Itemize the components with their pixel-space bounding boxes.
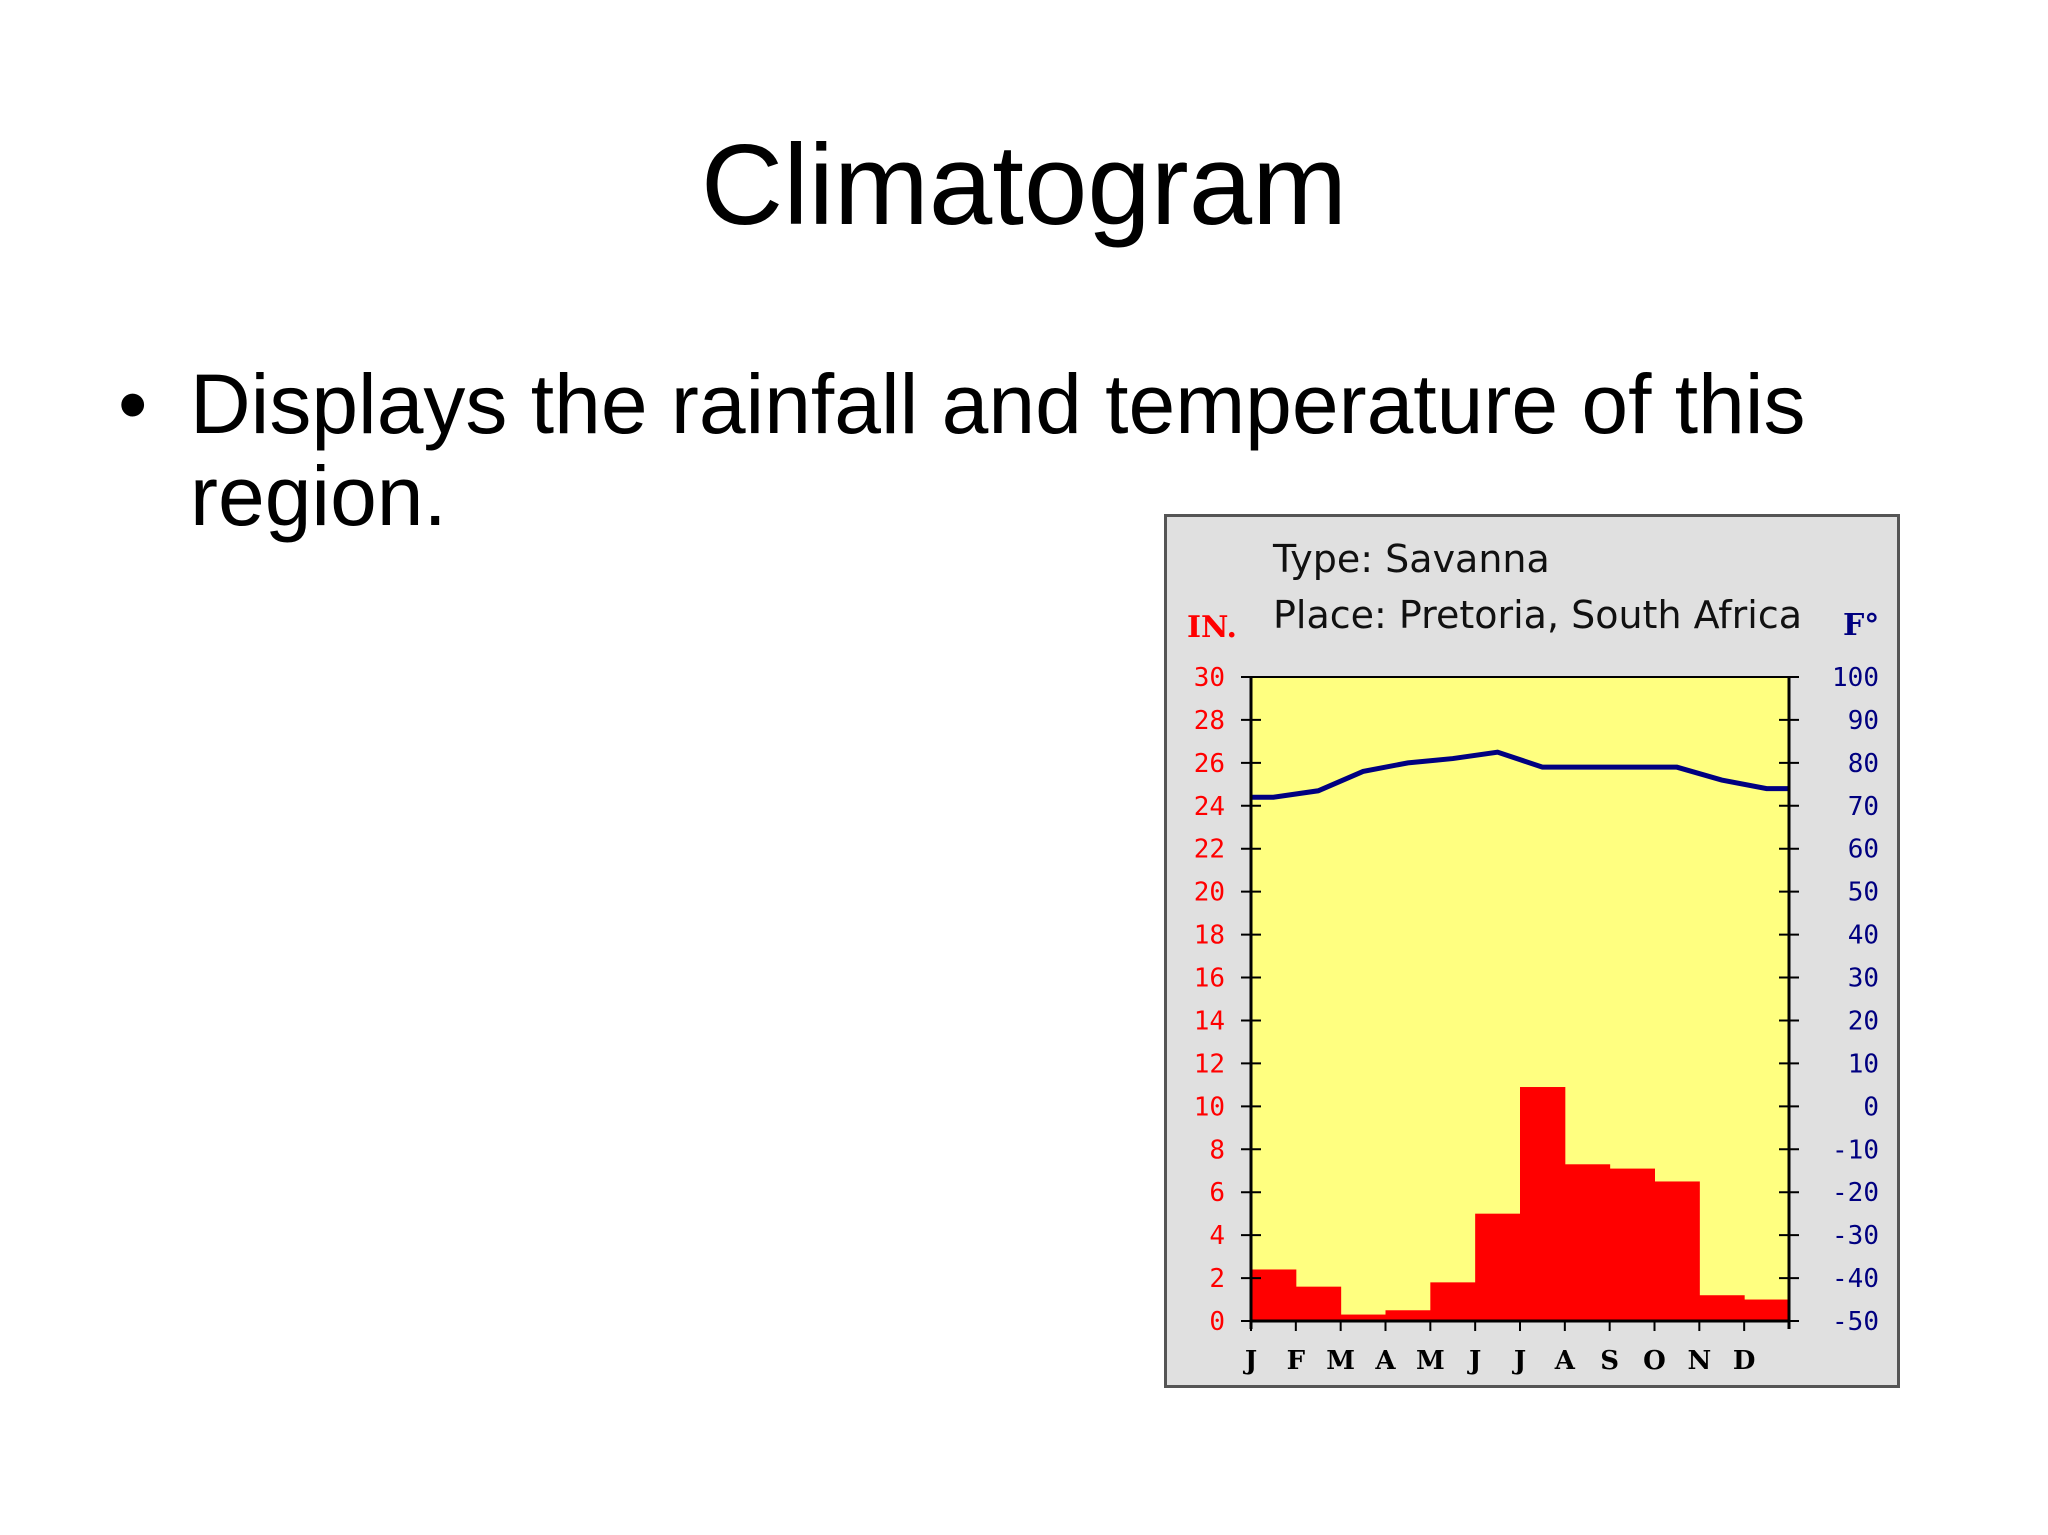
month-label: J xyxy=(1467,1346,1481,1376)
left-tick-label: 12 xyxy=(1194,1049,1225,1079)
right-tick-label: 80 xyxy=(1848,749,1879,779)
right-tick-label: -20 xyxy=(1832,1178,1879,1208)
right-tick-label: 70 xyxy=(1848,792,1879,822)
right-tick-label: -40 xyxy=(1832,1264,1879,1294)
rainfall-bar xyxy=(1520,1087,1566,1321)
rainfall-bar xyxy=(1699,1295,1745,1321)
right-tick-label: 90 xyxy=(1848,706,1879,736)
left-tick-label: 18 xyxy=(1194,921,1225,951)
rainfall-bar xyxy=(1475,1213,1521,1321)
climatogram-chart: Type: Savanna Place: Pretoria, South Afr… xyxy=(1164,514,1900,1388)
left-tick-label: 30 xyxy=(1194,663,1225,693)
month-label: A xyxy=(1554,1346,1576,1376)
month-label: A xyxy=(1374,1346,1396,1376)
month-label: N xyxy=(1687,1346,1711,1376)
month-label: J xyxy=(1512,1346,1526,1376)
temperature-line xyxy=(1251,749,1789,800)
left-tick-label: 26 xyxy=(1194,749,1225,779)
rainfall-bar xyxy=(1564,1164,1611,1321)
left-tick-label: 22 xyxy=(1194,835,1225,865)
right-tick-label: 40 xyxy=(1848,921,1879,951)
left-tick-label: 0 xyxy=(1209,1307,1225,1337)
bullet-text: Displays the rainfall and temperature of… xyxy=(190,357,1806,544)
rainfall-bar xyxy=(1430,1282,1476,1321)
month-label: M xyxy=(1326,1346,1355,1376)
month-label: S xyxy=(1600,1346,1619,1376)
month-label: D xyxy=(1733,1346,1756,1376)
rainfall-unit-label: IN. xyxy=(1187,610,1237,645)
left-tick-label: 16 xyxy=(1194,964,1225,994)
right-tick-label: 100 xyxy=(1832,663,1879,693)
rainfall-bar xyxy=(1295,1286,1342,1321)
left-tick-label: 14 xyxy=(1194,1006,1225,1036)
climatogram-plot: IN. F°024681012141618202224262830-50-40-3… xyxy=(1187,608,1879,1376)
right-tick-label: 0 xyxy=(1863,1092,1879,1122)
left-tick-label: 24 xyxy=(1194,792,1225,822)
chart-place-label: Place: Pretoria, South Africa xyxy=(1273,593,1802,637)
rainfall-bar xyxy=(1385,1310,1431,1321)
right-tick-label: 60 xyxy=(1848,835,1879,865)
rainfall-bar xyxy=(1654,1181,1700,1321)
right-tick-label: -30 xyxy=(1832,1221,1879,1251)
month-label: J xyxy=(1243,1346,1257,1376)
right-tick-label: 10 xyxy=(1848,1049,1879,1079)
right-tick-label: 20 xyxy=(1848,1006,1879,1036)
left-tick-label: 6 xyxy=(1209,1178,1225,1208)
temperature-unit-label: F° xyxy=(1843,608,1879,643)
left-tick-label: 28 xyxy=(1194,706,1225,736)
left-tick-label: 2 xyxy=(1209,1264,1225,1294)
rainfall-bar xyxy=(1609,1168,1655,1321)
right-tick-label: 50 xyxy=(1848,878,1879,908)
right-tick-label: 30 xyxy=(1848,964,1879,994)
month-label: M xyxy=(1416,1346,1445,1376)
left-tick-label: 8 xyxy=(1209,1135,1225,1165)
month-label: F xyxy=(1287,1346,1306,1376)
right-tick-label: -10 xyxy=(1832,1135,1879,1165)
left-tick-label: 4 xyxy=(1209,1221,1225,1251)
slide-title: Climatogram xyxy=(700,122,1348,249)
right-tick-label: -50 xyxy=(1832,1307,1879,1337)
month-label: O xyxy=(1643,1346,1666,1376)
bullet-dot: • xyxy=(118,357,148,451)
chart-type-label: Type: Savanna xyxy=(1273,537,1550,581)
left-tick-label: 10 xyxy=(1194,1092,1225,1122)
left-tick-label: 20 xyxy=(1194,878,1225,908)
rainfall-bar xyxy=(1340,1314,1386,1321)
rainfall-bar xyxy=(1744,1299,1790,1321)
